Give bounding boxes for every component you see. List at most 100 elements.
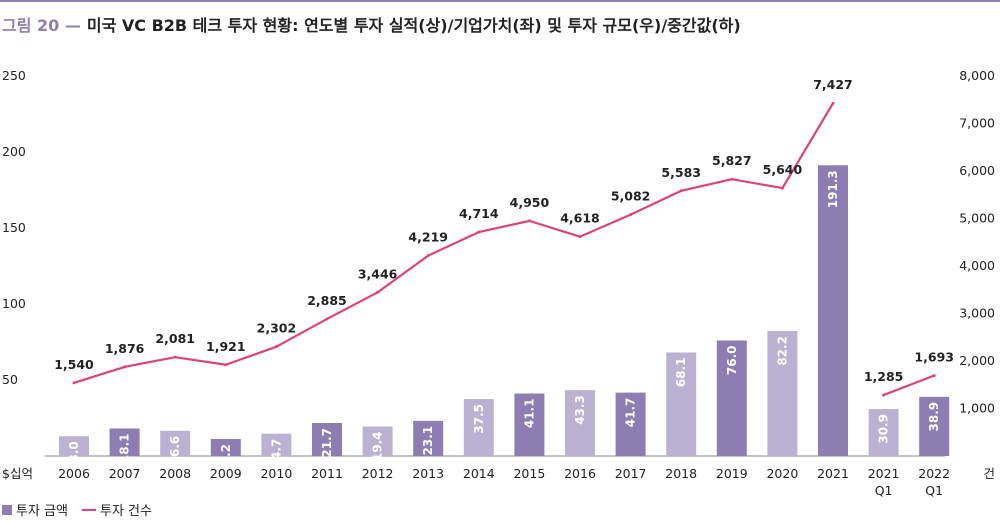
line-value-label: 1,921 (206, 339, 246, 354)
x-tick-label: Q1 (875, 483, 893, 498)
line-value-label: 4,714 (459, 206, 499, 221)
left-axis-unit-label: $십억 (2, 466, 33, 481)
bar-value-label: 41.7 (624, 398, 638, 428)
bar (413, 420, 444, 456)
line-value-label: 5,640 (763, 162, 803, 177)
x-tick-label: 2009 (210, 466, 242, 481)
line-value-label: 3,446 (358, 266, 398, 281)
x-tick-label: 2016 (564, 466, 596, 481)
left-axis-tick-label: 50 (2, 372, 18, 387)
x-tick-label: 2018 (665, 466, 697, 481)
line-value-label: 1,693 (914, 350, 954, 365)
line-point (173, 355, 177, 359)
bar-value-label: 18.1 (118, 433, 132, 463)
right-axis-tick-label: 2,000 (959, 353, 995, 368)
bar (210, 438, 241, 456)
title-text: 미국 VC B2B 테크 투자 현황: 연도별 투자 실적(상)/기업가치(좌)… (86, 16, 741, 35)
figure-number: 그림 20 — (2, 16, 81, 35)
chart-title: 그림 20 — 미국 VC B2B 테크 투자 현황: 연도별 투자 실적(상)/… (2, 12, 741, 36)
legend-bar-swatch (2, 504, 12, 515)
title-rule (0, 0, 1000, 2)
line-point (477, 230, 481, 234)
bar-value-label: 41.1 (522, 399, 536, 429)
line-point (730, 177, 734, 181)
bar (514, 393, 545, 456)
line-point (376, 290, 380, 294)
line-value-label: 1,285 (864, 369, 904, 384)
left-axis-tick-label: 200 (2, 144, 26, 159)
right-axis-tick-label: 7,000 (959, 116, 995, 131)
bar (716, 340, 747, 456)
x-tick-label: Q1 (925, 483, 943, 498)
bar (463, 399, 494, 456)
line-value-label: 2,885 (307, 293, 347, 308)
bar (919, 396, 950, 456)
bar-value-label: 43.3 (573, 395, 587, 425)
bar-value-label: 16.6 (168, 436, 182, 466)
x-tick-label: 2011 (311, 466, 343, 481)
line-point (123, 365, 127, 369)
bar-value-label: 68.1 (674, 357, 688, 387)
bar (312, 423, 342, 456)
bar-value-label: 21.7 (320, 428, 334, 458)
line-point (831, 101, 835, 105)
right-axis-tick-label: 3,000 (959, 306, 995, 321)
right-axis-tick-label: 5,000 (959, 211, 995, 226)
line-point (325, 317, 329, 321)
x-tick-label: 2010 (260, 466, 292, 481)
x-tick-label: 2013 (412, 466, 444, 481)
x-tick-label: 2007 (109, 466, 141, 481)
legend-bar-label: 투자 금액 (16, 504, 68, 519)
bar-value-label: 23.1 (421, 426, 435, 456)
line-value-label: 7,427 (813, 77, 853, 92)
line-point (578, 235, 582, 239)
line-value-label: 4,219 (408, 230, 448, 245)
x-tick-label: 2014 (463, 466, 495, 481)
line-value-label: 4,618 (560, 211, 600, 226)
bar-value-label: 82.2 (775, 336, 789, 366)
right-axis-tick-label: 6,000 (959, 163, 995, 178)
bar (868, 409, 899, 456)
bar (59, 436, 89, 456)
x-tick-label: 2021 (868, 466, 900, 481)
line-value-label: 4,950 (510, 195, 550, 210)
bar (818, 165, 848, 456)
x-tick-label: 2008 (159, 466, 191, 481)
bar-value-label: 76.0 (725, 345, 739, 375)
left-axis-tick-label: 100 (2, 296, 26, 311)
bar (666, 352, 697, 456)
bar-value-label: 37.5 (472, 404, 486, 434)
bar (160, 430, 191, 456)
legend: 투자 금액 투자 건수 (2, 500, 152, 519)
line-value-label: 1,876 (105, 341, 145, 356)
series-line (883, 374, 935, 396)
bar-value-label: 38.9 (927, 402, 941, 432)
bar (615, 392, 646, 456)
legend-line-swatch (81, 508, 96, 511)
bar-value-label: 14.7 (269, 439, 283, 469)
combo-chart: 50 100 150 200 250 $십억 1,000 2,000 3,000 4,000 5,0… (2, 68, 995, 498)
line-point (932, 374, 936, 378)
bar-value-label: 11.2 (219, 444, 233, 474)
line-value-label: 1,540 (54, 357, 94, 372)
bar-value-label: 13.0 (67, 441, 81, 471)
line-point (780, 186, 784, 190)
bar (261, 433, 292, 456)
bar (767, 331, 798, 456)
line-point (629, 213, 633, 217)
line-value-label: 5,583 (661, 165, 701, 180)
bar-value-label: 191.3 (826, 170, 840, 208)
bar (109, 428, 140, 456)
x-tick-label: 2006 (58, 466, 90, 481)
bar (565, 390, 595, 456)
left-axis-tick-label: 150 (2, 220, 26, 235)
line-value-label: 5,827 (712, 153, 752, 168)
x-tick-label: 2022 (918, 466, 950, 481)
line-point (426, 254, 430, 258)
bar (362, 426, 393, 456)
line-point (224, 363, 228, 367)
series-line (73, 102, 834, 384)
line-point (679, 189, 683, 193)
right-axis-unit-label: 건 (983, 466, 995, 481)
line-point (274, 345, 278, 349)
